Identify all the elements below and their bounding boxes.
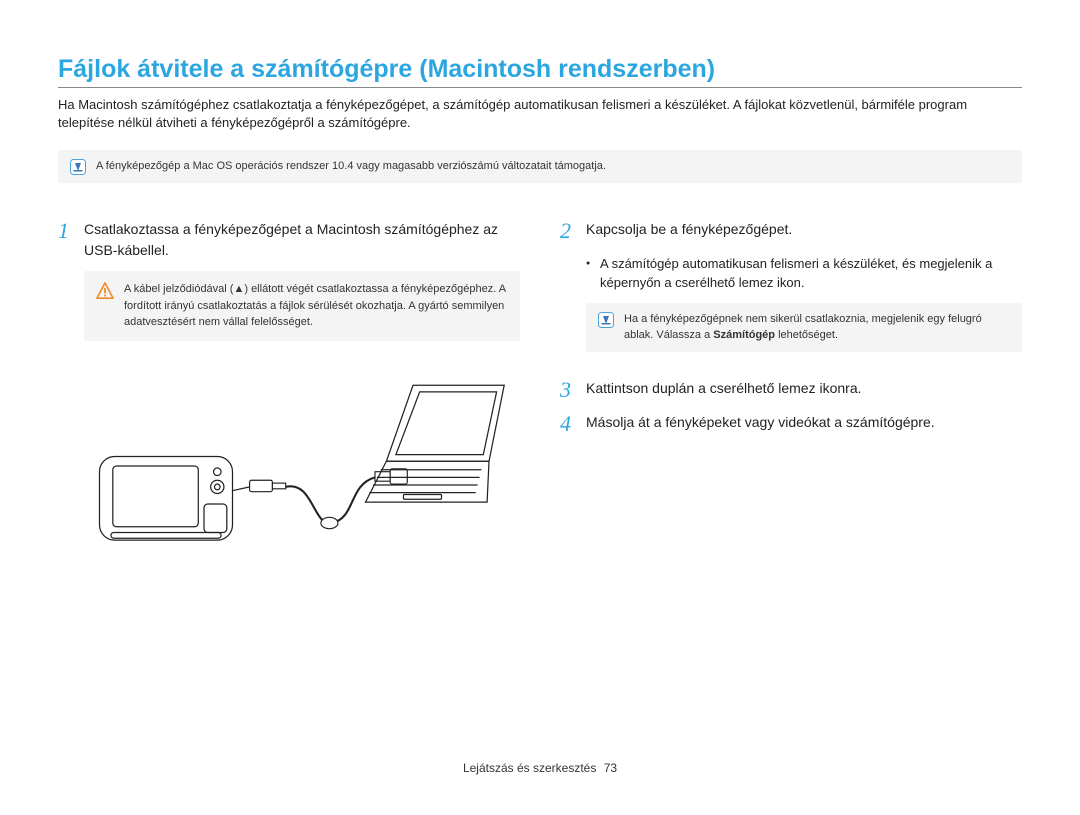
step-1-number: 1 [58,219,84,261]
step-2-number: 2 [560,219,586,243]
connection-illustration [84,371,520,561]
footer-page-number: 73 [604,761,617,775]
step-4: 4 Másolja át a fényképeket vagy videókat… [560,412,1022,436]
step-2: 2 Kapcsolja be a fényképezőgépet. [560,219,1022,243]
right-column: 2 Kapcsolja be a fényképezőgépet. A szám… [560,219,1022,561]
top-note-text: A fényképezőgép a Mac OS operációs rends… [96,158,606,175]
step-1-text: Csatlakoztassa a fényképezőgépet a Macin… [84,219,520,261]
page-footer: Lejátszás és szerkesztés 73 [0,761,1080,775]
top-note-box: A fényképezőgép a Mac OS operációs rends… [58,150,1022,183]
right-note-text: Ha a fényképezőgépnek nem sikerül csatla… [624,311,1010,344]
right-note-bold: Számítógép [713,329,775,341]
step-3-text: Kattintson duplán a cserélhető lemez iko… [586,378,1022,402]
warning-box: A kábel jelződiódával (▲) ellátott végét… [84,271,520,341]
warning-icon [96,282,114,300]
right-note-post: lehetőséget. [775,329,838,341]
step-2-bullet-1: A számítógép automatikusan felismeri a k… [586,254,1022,293]
left-column: 1 Csatlakoztassa a fényképezőgépet a Mac… [58,219,520,561]
footer-section: Lejátszás és szerkesztés [463,761,596,775]
step-4-number: 4 [560,412,586,436]
step-4-text: Másolja át a fényképeket vagy videókat a… [586,412,1022,436]
step-3: 3 Kattintson duplán a cserélhető lemez i… [560,378,1022,402]
step-3-number: 3 [560,378,586,402]
info-icon [70,159,86,175]
right-note-box: Ha a fényképezőgépnek nem sikerül csatla… [586,303,1022,352]
page-title: Fájlok átvitele a számítógépre (Macintos… [58,55,1022,88]
info-icon [598,312,614,328]
step-2-bullets: A számítógép automatikusan felismeri a k… [586,254,1022,293]
intro-paragraph: Ha Macintosh számítógéphez csatlakoztatj… [58,96,1022,132]
warning-text: A kábel jelződiódával (▲) ellátott végét… [124,281,508,331]
step-2-text: Kapcsolja be a fényképezőgépet. [586,219,1022,243]
step-1: 1 Csatlakoztassa a fényképezőgépet a Mac… [58,219,520,261]
